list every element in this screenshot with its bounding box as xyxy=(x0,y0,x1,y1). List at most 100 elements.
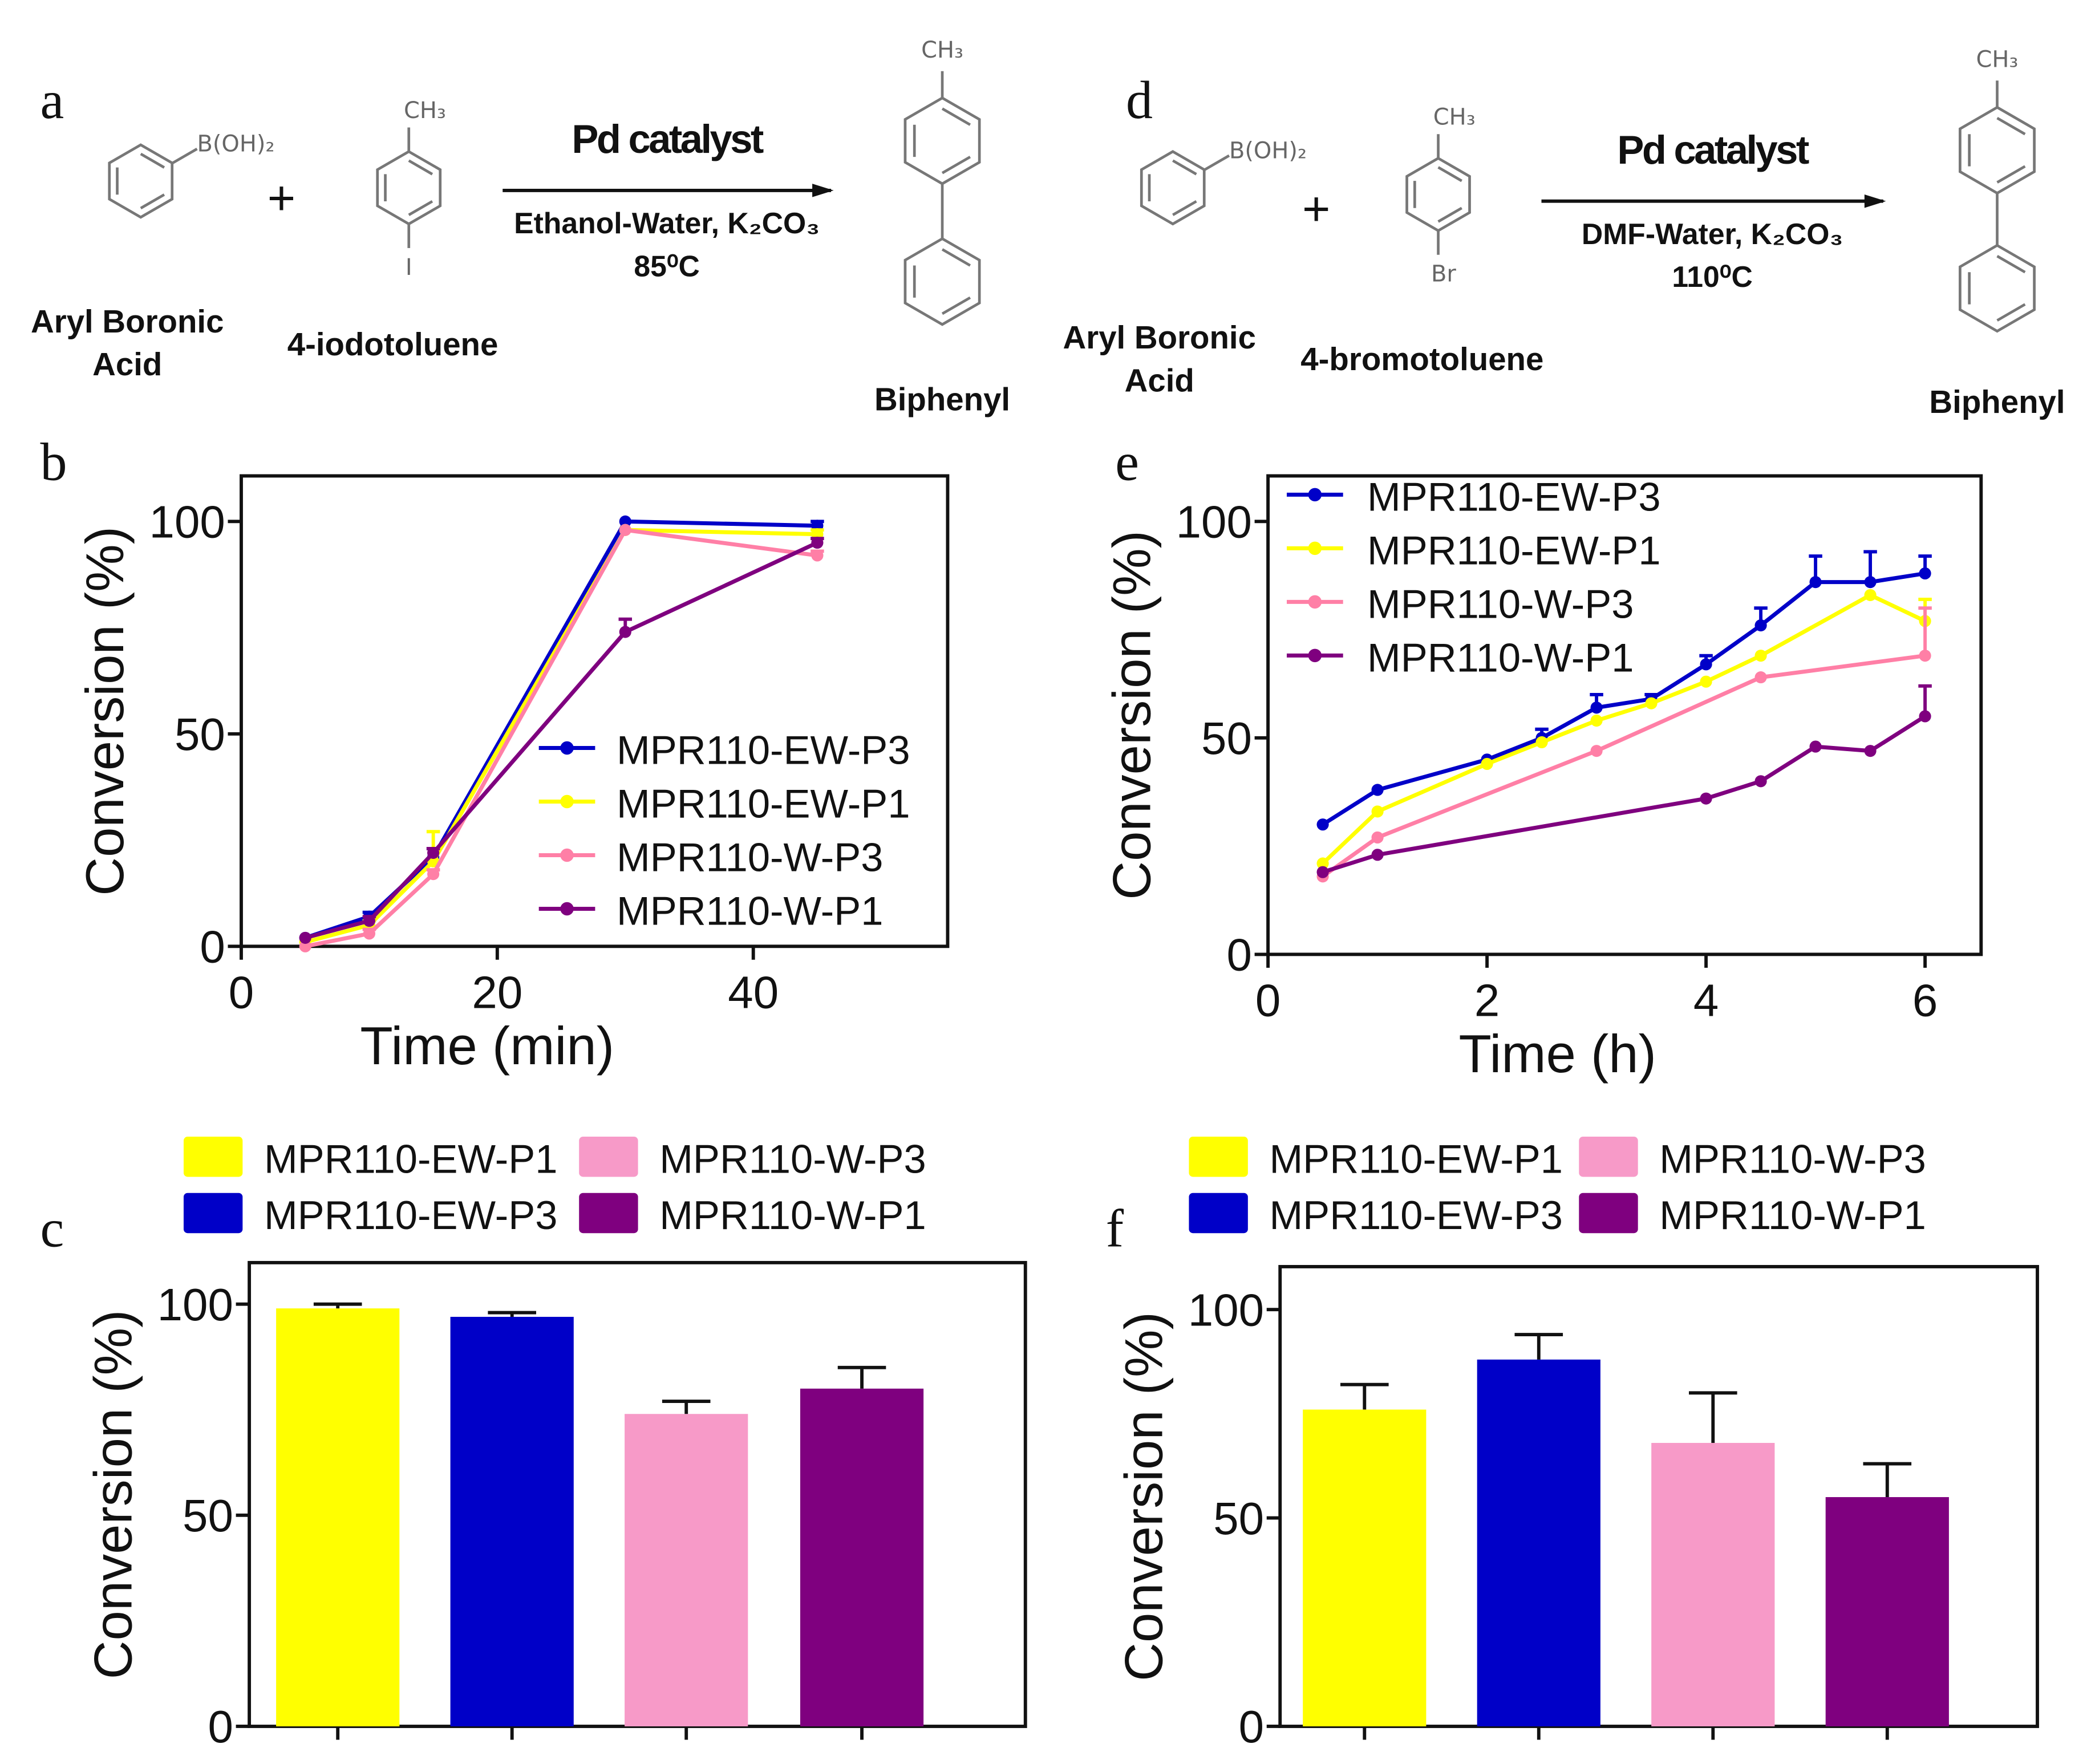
data-point xyxy=(619,515,631,528)
x-axis-label: Time (h) xyxy=(1458,1024,1656,1084)
bar-MPR110-EW-P1 xyxy=(276,1308,400,1726)
legend-swatch xyxy=(183,1193,243,1234)
bar-MPR110-EW-P1 xyxy=(1303,1409,1427,1726)
reagent1-name-line2: Acid xyxy=(92,346,162,382)
data-point xyxy=(1316,866,1329,878)
data-point xyxy=(1316,818,1329,831)
data-point xyxy=(619,626,631,638)
aryl-halide-ring xyxy=(376,150,442,226)
data-point xyxy=(1590,701,1603,714)
plus-sign: + xyxy=(1302,181,1330,236)
boronic-group-label: B(OH)₂ xyxy=(1229,137,1307,164)
reagent2-name: 4-bromotoluene xyxy=(1300,341,1543,377)
legend-label: MPR110-W-P1 xyxy=(659,1193,926,1238)
series-MPR110-W-P3 xyxy=(299,524,824,952)
legend-marker xyxy=(1308,488,1322,502)
data-point xyxy=(1864,745,1877,757)
reagent1-name-line1: Aryl Boronic xyxy=(31,303,224,339)
legend-marker xyxy=(1308,648,1322,663)
data-point xyxy=(299,931,311,944)
data-point xyxy=(427,868,440,881)
product-ring-bottom xyxy=(1959,244,2036,333)
legend-swatch xyxy=(1579,1193,1638,1234)
panel-letter-f: f xyxy=(1106,1199,1124,1259)
legend-item: MPR110-W-P3 xyxy=(579,1136,926,1181)
series-MPR110-W-P3 xyxy=(1316,606,1932,883)
reaction-scheme-d: B(OH)₂ Aryl Boronic Acid + CH₃ Br 4-bromotolue… xyxy=(1063,47,2065,420)
aryl-halide-ring xyxy=(1405,156,1471,233)
data-point xyxy=(1371,784,1384,796)
bar-MPR110-EW-P3 xyxy=(450,1316,574,1726)
data-point xyxy=(1700,675,1712,688)
legend-item: MPR110-EW-P3 xyxy=(1189,1193,1563,1238)
data-point xyxy=(1590,714,1603,727)
legend-marker xyxy=(1308,595,1322,609)
data-point xyxy=(1754,775,1767,788)
chart-b: 0 50 100 Conversion (%) 0 20 40 Time (min) MPR11… xyxy=(75,474,950,1076)
data-point xyxy=(363,927,375,940)
data-point xyxy=(1919,710,1931,723)
reaction-schemes: a d b e c f B(OH)₂ Aryl Boronic Acid + CH₃ I 4… xyxy=(31,37,2065,1258)
product-ring-bottom xyxy=(903,237,981,326)
legend-item: MPR110-W-P1 xyxy=(579,1193,926,1238)
legend-item: MPR110-W-P1 xyxy=(1287,635,1634,680)
data-point xyxy=(363,915,375,927)
temperature-label: 85⁰C xyxy=(634,249,700,282)
y-tick-label: 100 xyxy=(149,497,225,548)
data-point xyxy=(1371,805,1384,818)
legend-label: MPR110-EW-P3 xyxy=(1367,475,1661,520)
x-tick-label: 6 xyxy=(1912,975,1938,1026)
legend-swatch xyxy=(579,1137,638,1177)
legend-item: MPR110-W-P3 xyxy=(538,835,884,880)
panel-letter-d: d xyxy=(1126,71,1153,130)
reagent2-name: 4-iodotoluene xyxy=(287,326,499,362)
methyl-label: CH₃ xyxy=(404,98,446,124)
chart-f: 0 50 100 Conversion (%) MPR110-EW-P1 MPR110-E… xyxy=(1113,1136,2039,1752)
y-axis-label: Conversion (%) xyxy=(75,526,135,896)
legend-item: MPR110-W-P3 xyxy=(1579,1136,1926,1181)
bond xyxy=(1203,154,1230,172)
catalyst-label: Pd catalyst xyxy=(1617,127,1809,172)
bar-MPR110-W-P1 xyxy=(1825,1497,1949,1726)
plot-frame xyxy=(1266,474,1983,956)
y-tick-label: 0 xyxy=(1239,1701,1264,1752)
conditions-label: DMF-Water, K₂CO₃ xyxy=(1582,217,1843,250)
data-point xyxy=(1754,619,1767,632)
legend-marker xyxy=(560,902,574,916)
y-axis-label: Conversion (%) xyxy=(1113,1312,1173,1681)
legend-item: MPR110-W-P3 xyxy=(1287,582,1634,627)
x-axis-label: Time (min) xyxy=(360,1016,614,1076)
legend-item: MPR110-EW-P3 xyxy=(538,728,910,773)
legend-item: MPR110-EW-P1 xyxy=(538,781,910,826)
bar-MPR110-EW-P3 xyxy=(1477,1359,1600,1726)
conditions-label: Ethanol-Water, K₂CO₃ xyxy=(514,206,820,240)
panel-letter-b: b xyxy=(40,433,67,492)
legend-label: MPR110-W-P3 xyxy=(1367,582,1634,627)
legend-label: MPR110-W-P3 xyxy=(617,835,884,880)
legend-item: MPR110-W-P1 xyxy=(538,889,884,934)
y-tick-label: 50 xyxy=(183,1490,233,1541)
y-axis-label: Conversion (%) xyxy=(1101,530,1161,900)
legend-swatch xyxy=(1579,1137,1638,1177)
legend-item: MPR110-EW-P3 xyxy=(1287,475,1661,520)
legend-item: MPR110-EW-P1 xyxy=(183,1136,557,1181)
data-point xyxy=(1700,792,1712,805)
bond xyxy=(171,148,198,165)
product-methyl-label: CH₃ xyxy=(1976,47,2019,73)
data-point xyxy=(1316,857,1329,870)
legend-label: MPR110-W-P1 xyxy=(1367,635,1634,680)
data-point xyxy=(1371,849,1384,861)
data-point xyxy=(619,524,631,536)
data-point xyxy=(1481,757,1493,770)
plus-sign: + xyxy=(268,171,295,225)
series-MPR110-W-P1 xyxy=(1316,684,1932,878)
temperature-label: 110⁰C xyxy=(1672,260,1752,293)
x-tick-label: 40 xyxy=(728,967,779,1017)
y-tick-label: 0 xyxy=(200,922,225,972)
legend-swatch xyxy=(183,1137,243,1177)
y-tick-label: 50 xyxy=(1201,713,1252,764)
data-point xyxy=(1809,740,1822,753)
data-point xyxy=(1919,650,1931,662)
arrow-head-icon xyxy=(812,184,834,197)
